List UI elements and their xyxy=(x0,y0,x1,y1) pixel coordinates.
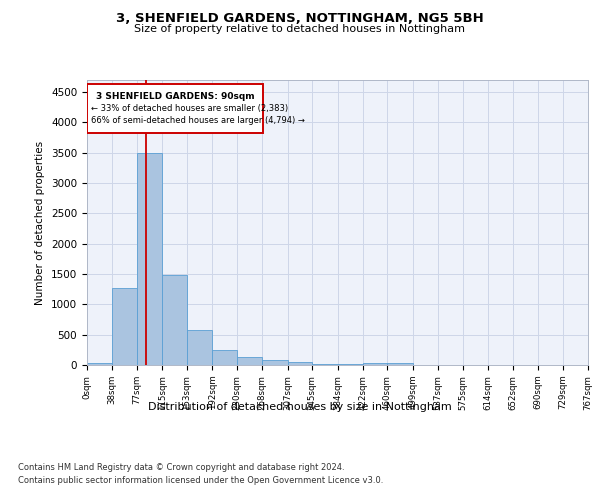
Bar xyxy=(338,364,362,365)
Text: 3, SHENFIELD GARDENS, NOTTINGHAM, NG5 5BH: 3, SHENFIELD GARDENS, NOTTINGHAM, NG5 5B… xyxy=(116,12,484,26)
Text: Distribution of detached houses by size in Nottingham: Distribution of detached houses by size … xyxy=(148,402,452,412)
Bar xyxy=(187,330,212,365)
Text: Contains HM Land Registry data © Crown copyright and database right 2024.: Contains HM Land Registry data © Crown c… xyxy=(18,462,344,471)
Bar xyxy=(262,360,287,365)
Bar xyxy=(137,153,162,365)
Bar xyxy=(112,288,137,365)
Text: 66% of semi-detached houses are larger (4,794) →: 66% of semi-detached houses are larger (… xyxy=(91,116,305,126)
Bar xyxy=(237,357,262,365)
Y-axis label: Number of detached properties: Number of detached properties xyxy=(35,140,46,304)
Text: ← 33% of detached houses are smaller (2,383): ← 33% of detached houses are smaller (2,… xyxy=(91,104,288,114)
Text: 3 SHENFIELD GARDENS: 90sqm: 3 SHENFIELD GARDENS: 90sqm xyxy=(96,92,254,100)
Bar xyxy=(87,363,112,365)
Bar xyxy=(313,364,338,365)
Bar xyxy=(212,350,237,365)
Bar xyxy=(287,362,313,365)
Text: Size of property relative to detached houses in Nottingham: Size of property relative to detached ho… xyxy=(134,24,466,34)
Bar xyxy=(388,362,413,365)
Bar xyxy=(87,84,263,134)
Bar xyxy=(362,363,388,365)
Bar xyxy=(162,276,187,365)
Text: Contains public sector information licensed under the Open Government Licence v3: Contains public sector information licen… xyxy=(18,476,383,485)
